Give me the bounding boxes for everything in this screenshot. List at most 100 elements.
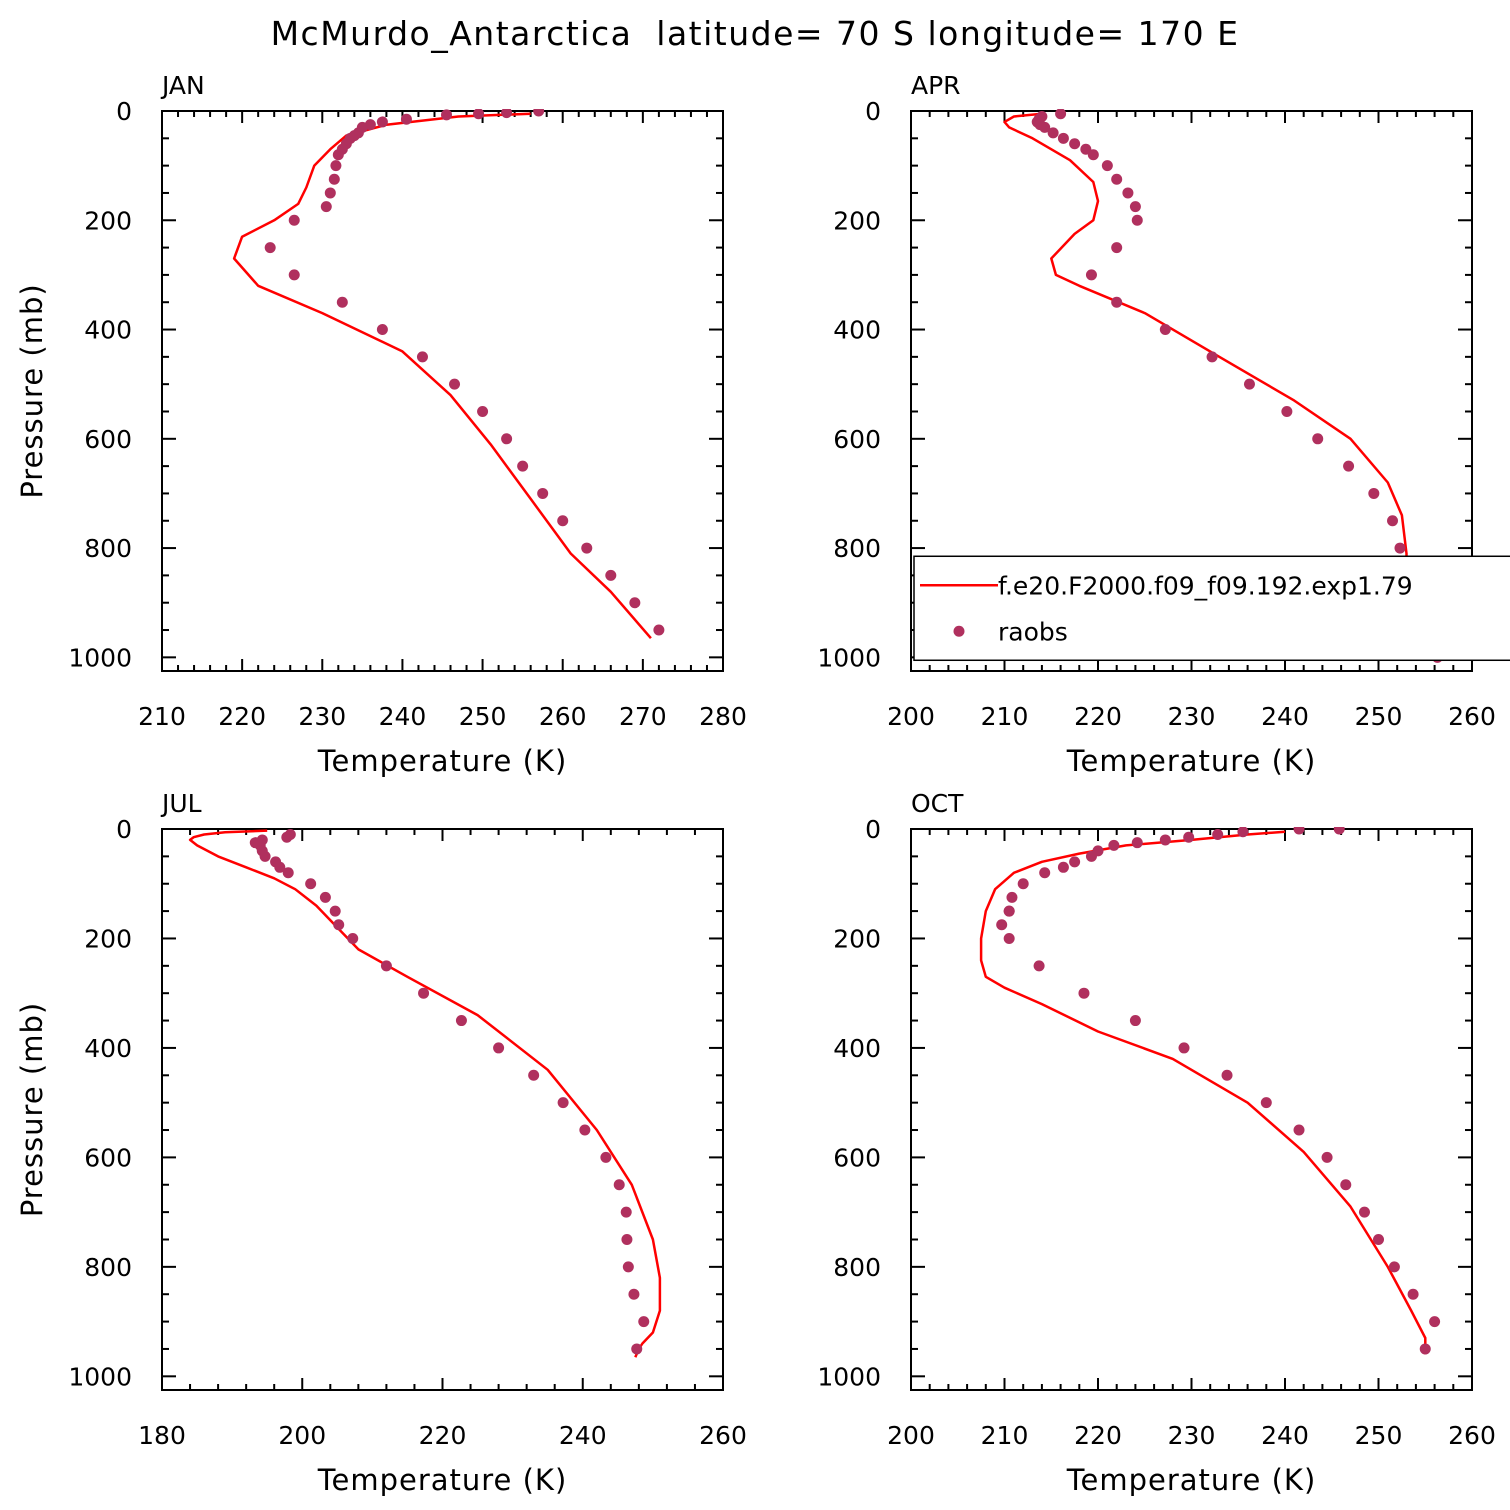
y-tick-label: 200: [84, 924, 132, 953]
x-tick-label: 250: [1355, 1421, 1403, 1450]
raobs-point: [328, 173, 340, 185]
raobs-point: [1419, 1343, 1431, 1355]
raobs-point: [1388, 1261, 1400, 1273]
raobs-point: [631, 1343, 643, 1355]
raobs-point: [288, 269, 300, 281]
x-tick-label: 240: [379, 702, 427, 731]
raobs-point: [329, 905, 341, 917]
raobs-point: [1003, 905, 1015, 917]
raobs-point: [1111, 242, 1123, 254]
raobs-point: [1047, 127, 1059, 139]
raobs-point: [1333, 827, 1345, 835]
y-tick-label: 400: [84, 1034, 132, 1063]
raobs-point: [441, 109, 453, 121]
y-tick-label: 200: [833, 924, 881, 953]
figure-title: McMurdo_Antarctica latitude= 70 S longit…: [271, 14, 1240, 53]
raobs-point: [376, 116, 388, 128]
raobs-point: [282, 867, 294, 879]
raobs-point: [1178, 1042, 1190, 1054]
raobs-point: [1206, 351, 1218, 363]
y-tick-label: 600: [833, 425, 881, 454]
x-tick-label: 260: [699, 1421, 747, 1450]
raobs-point: [533, 109, 545, 117]
plot-area: [232, 109, 665, 640]
raobs-point: [629, 597, 641, 609]
raobs-point: [579, 1124, 591, 1136]
plot-frame: [910, 828, 1473, 1391]
raobs-point: [1237, 827, 1249, 838]
y-tick-label: 800: [833, 1253, 881, 1282]
y-tick-label: 200: [84, 206, 132, 235]
x-tick-label: 200: [887, 702, 935, 731]
plot-area: [979, 827, 1441, 1355]
raobs-point: [332, 149, 344, 161]
raobs-point: [449, 378, 461, 390]
x-tick-label: 240: [1261, 1421, 1309, 1450]
raobs-point: [1017, 878, 1029, 890]
y-tick-label: 0: [116, 97, 132, 126]
y-tick-label: 600: [84, 425, 132, 454]
x-tick-label: 220: [218, 702, 266, 731]
raobs-point: [1429, 1316, 1441, 1328]
raobs-point: [501, 433, 513, 445]
raobs-point: [416, 351, 428, 363]
panel-label: JUL: [160, 789, 202, 818]
panels: JAN 210 220 230 240 250 260 270 280 0 200 400 600 800…: [15, 71, 1510, 1497]
y-tick-label: 0: [116, 815, 132, 844]
raobs-point: [613, 1179, 625, 1191]
legend-dot-swatch: [953, 625, 965, 637]
raobs-point: [1108, 839, 1120, 851]
raobs-point: [1069, 856, 1081, 868]
model-profile-line: [979, 830, 1427, 1355]
raobs-point: [1057, 132, 1069, 144]
raobs-point: [557, 515, 569, 527]
y-tick-label: 200: [833, 206, 881, 235]
plot-frame: [161, 828, 724, 1391]
raobs-point: [1281, 405, 1293, 417]
raobs-point: [376, 324, 388, 336]
raobs-point: [1321, 1151, 1333, 1163]
panel-oct: OCT 200 210 220 230 240 250 260 0 200 400 600 800 100…: [817, 789, 1495, 1497]
raobs-point: [455, 1015, 467, 1027]
raobs-point: [628, 1288, 640, 1300]
legend-obs-label: raobs: [998, 617, 1068, 646]
raobs-point: [622, 1261, 634, 1273]
raobs-point: [1039, 121, 1051, 133]
raobs-point: [1057, 861, 1069, 873]
raobs-point: [1293, 1124, 1305, 1136]
raobs-point: [1343, 460, 1355, 472]
raobs-point: [330, 160, 342, 172]
x-axis-title: Temperature (K): [1066, 744, 1317, 778]
raobs-point: [600, 1151, 612, 1163]
x-tick-label: 220: [419, 1421, 467, 1450]
raobs-point: [1312, 433, 1324, 445]
raobs-point: [1243, 378, 1255, 390]
x-tick-label: 200: [887, 1421, 935, 1450]
x-tick-label: 210: [138, 702, 186, 731]
model-profile-line: [232, 112, 652, 640]
raobs-point: [517, 460, 529, 472]
y-tick-label: 800: [833, 534, 881, 563]
x-tick-label: 200: [278, 1421, 326, 1450]
raobs-point: [1221, 1069, 1233, 1081]
x-axis-title: Temperature (K): [317, 744, 568, 778]
raobs-point: [1260, 1097, 1272, 1109]
y-axis-title: Pressure (mb): [15, 1002, 49, 1217]
raobs-point: [274, 861, 286, 873]
x-tick-label: 240: [559, 1421, 607, 1450]
raobs-point: [1387, 515, 1399, 527]
panel-label: OCT: [911, 789, 964, 818]
x-tick-label: 230: [298, 702, 346, 731]
raobs-point: [1111, 173, 1123, 185]
raobs-point: [1069, 138, 1081, 150]
raobs-point: [347, 932, 359, 944]
raobs-point: [477, 405, 489, 417]
raobs-point: [259, 850, 271, 862]
legend-model-label: f.e20.F2000.f09_f09.192.exp1.79: [998, 571, 1413, 600]
raobs-point: [1087, 149, 1099, 161]
raobs-point: [605, 569, 617, 581]
raobs-point: [638, 1316, 650, 1328]
raobs-point: [1078, 987, 1090, 999]
raobs-point: [1407, 1288, 1419, 1300]
raobs-point: [501, 109, 513, 119]
